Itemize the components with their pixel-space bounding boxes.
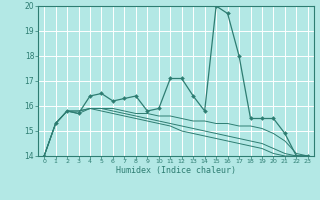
X-axis label: Humidex (Indice chaleur): Humidex (Indice chaleur) — [116, 166, 236, 175]
